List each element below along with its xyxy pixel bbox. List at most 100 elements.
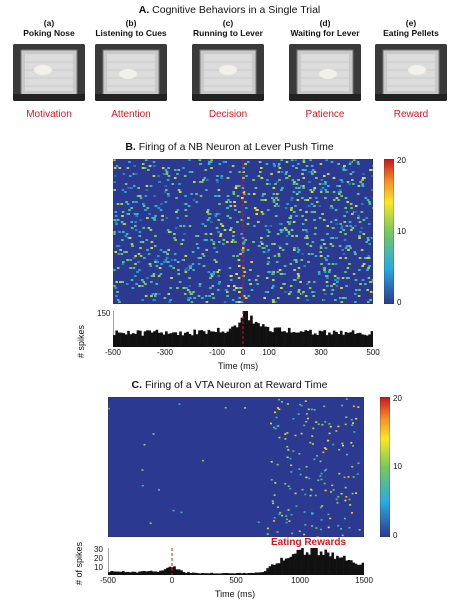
raster-cell [125,201,128,203]
raster-cell [113,231,116,233]
raster-cell [219,235,222,237]
raster-cell [198,159,202,161]
raster-cell [198,285,202,287]
raster-cell [158,181,162,183]
raster-cell [289,291,292,293]
raster-cell [226,241,229,243]
raster-cell [304,229,308,231]
raster-cell [141,469,144,471]
raster-cell [132,257,136,259]
raster-cell [284,291,287,293]
raster-cell [134,225,137,227]
raster-cell [338,448,341,451]
raster-cell [340,528,343,530]
histogram-bar [196,573,200,575]
raster-cell [323,175,326,177]
histogram-bar [276,327,279,347]
histogram-bar [142,571,146,575]
raster-cell [161,219,164,221]
raster-cell [297,179,300,181]
raster-cell [148,213,151,215]
histogram-bar [254,572,258,575]
raster-cell [329,243,333,245]
raster-cell [138,285,141,287]
raster-cell [181,239,185,241]
raster-cell [270,422,272,425]
raster-cell [353,251,357,253]
raster-cell [318,183,322,185]
raster-cell [335,498,338,501]
raster-cell [259,171,262,173]
histogram-bar [331,552,335,575]
histogram-bar [316,335,319,347]
histogram-bar [361,562,364,575]
raster-cell [313,291,316,293]
raster-cell [229,201,232,203]
raster-cell [149,522,152,524]
raster-cell [134,255,137,257]
raster-cell [275,197,278,199]
raster-cell [260,237,263,239]
histogram-bar [186,331,189,347]
raster-cell [300,432,303,435]
raster-cell [272,273,275,275]
raster-cell [354,293,357,295]
histogram-bar [305,552,309,575]
raster-cell [267,261,270,263]
raster-cell [298,453,301,455]
nb-colorbar-tick-0: 0 [397,298,402,307]
histogram-bar [354,334,357,347]
raster-cell [285,161,289,163]
step-name: Eating Pellets [383,28,439,38]
raster-cell [311,435,314,437]
raster-cell [331,245,335,247]
histogram-bar [148,330,152,347]
raster-cell [152,275,155,277]
raster-cell [323,243,326,245]
raster-cell [206,179,209,181]
raster-cell [167,261,170,263]
raster-cell [114,175,117,177]
raster-cell [311,253,314,255]
raster-cell [256,275,260,277]
raster-cell [255,213,258,215]
raster-cell [333,275,337,277]
raster-cell [224,161,227,163]
raster-cell [132,201,135,203]
raster-cell [340,287,343,289]
raster-cell [210,273,213,275]
raster-cell [309,245,313,247]
raster-cell [323,271,327,273]
raster-cell [222,161,226,163]
histogram-bar [330,334,334,347]
histogram-bar [121,571,125,575]
raster-cell [225,201,228,203]
histogram-bar [166,567,169,575]
raster-cell [252,193,256,195]
raster-cell [315,421,318,423]
raster-cell [298,187,301,189]
raster-cell [201,253,205,255]
raster-cell [115,165,119,167]
raster-cell [280,287,283,289]
raster-cell [205,301,209,303]
raster-cell [138,269,141,271]
histogram-bar [163,569,167,575]
raster-cell [369,291,373,293]
raster-cell [296,199,300,201]
raster-cell [325,281,329,283]
raster-cell [280,189,283,191]
histogram-bar [358,332,362,347]
histogram-bar [117,332,121,347]
raster-cell [271,197,274,199]
raster-cell [361,279,365,281]
raster-cell [141,484,144,487]
raster-cell [305,476,308,479]
raster-cell [300,185,303,187]
raster-cell [271,287,274,289]
raster-cell [208,295,211,297]
histogram-bar [326,552,330,575]
histogram-bar [249,572,253,575]
raster-cell [299,473,302,476]
raster-cell [128,161,131,163]
